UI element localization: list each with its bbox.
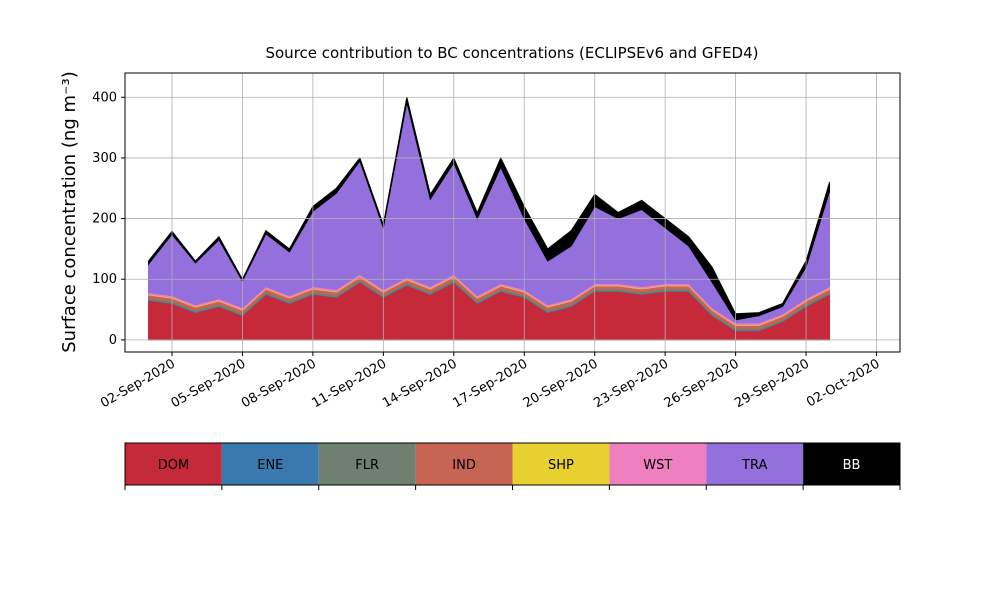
legend-label: FLR xyxy=(355,458,379,473)
x-tick-label: 08-Sep-2020 xyxy=(239,356,319,411)
y-tick-label: 200 xyxy=(92,212,117,227)
chart-title: Source contribution to BC concentrations… xyxy=(265,44,758,62)
legend-swatch xyxy=(415,443,513,485)
legend-swatch xyxy=(706,443,804,485)
legend-swatch xyxy=(512,443,610,485)
y-tick-label: 0 xyxy=(109,333,117,348)
legend-swatch xyxy=(125,443,222,485)
legend-swatch xyxy=(803,443,900,485)
grid xyxy=(125,73,900,352)
y-tick-label: 400 xyxy=(92,90,117,105)
legend-label: SHP xyxy=(548,458,574,473)
legend-label: ENE xyxy=(257,458,283,473)
legend-label: IND xyxy=(452,458,476,473)
legend-label: TRA xyxy=(741,458,767,473)
legend-label: DOM xyxy=(158,458,189,473)
legend-swatch xyxy=(609,443,707,485)
x-tick-label: 11-Sep-2020 xyxy=(310,356,390,411)
x-tick-label: 26-Sep-2020 xyxy=(662,356,742,411)
x-tick-label: 02-Sep-2020 xyxy=(98,356,178,411)
x-tick-label: 05-Sep-2020 xyxy=(169,356,249,411)
legend-swatch xyxy=(318,443,416,485)
y-tick-label: 100 xyxy=(92,272,117,287)
x-tick-label: 17-Sep-2020 xyxy=(450,356,530,411)
x-tick-label: 14-Sep-2020 xyxy=(380,356,460,411)
legend-label: BB xyxy=(843,458,861,473)
x-tick-label: 23-Sep-2020 xyxy=(591,356,671,411)
y-axis-label: Surface concentration (ng m⁻³) xyxy=(59,71,80,353)
legend-swatch xyxy=(221,443,319,485)
axes-frame xyxy=(124,72,901,353)
area-tra xyxy=(147,101,831,324)
y-tick-label: 300 xyxy=(92,151,117,166)
x-tick-label: 29-Sep-2020 xyxy=(732,356,812,411)
x-tick-label: 02-Oct-2020 xyxy=(804,356,882,410)
x-tick-label: 20-Sep-2020 xyxy=(521,356,601,411)
legend-label: WST xyxy=(643,458,672,473)
